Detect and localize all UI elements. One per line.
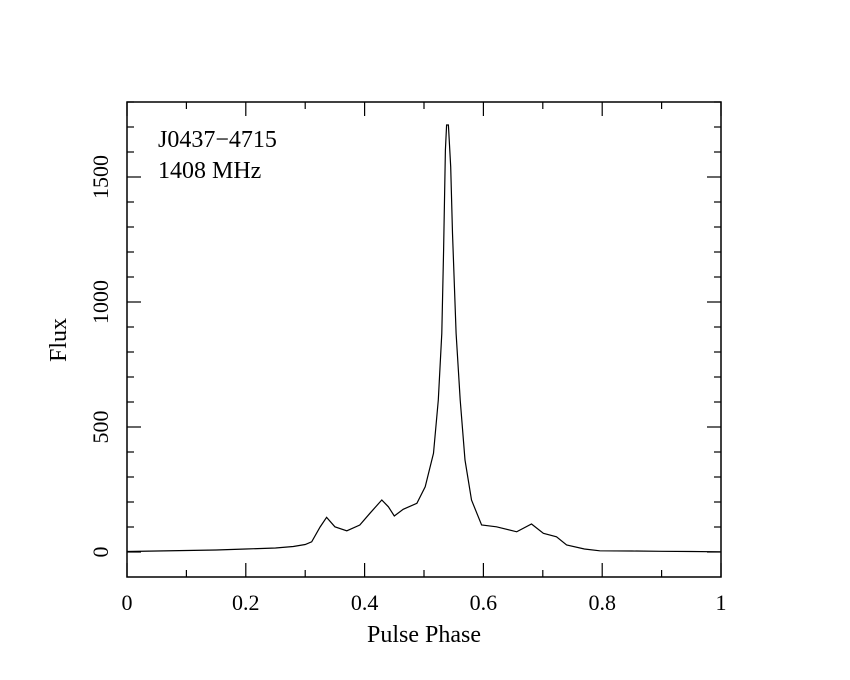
annotation-pulsar-name: J0437−4715: [158, 127, 277, 153]
y-tick-labels: 0 500 1000 1500: [88, 155, 113, 558]
annotation-frequency: 1408 MHz: [158, 158, 261, 184]
series-line-profile: [126, 124, 722, 553]
x-tick-label: 0.2: [232, 590, 260, 615]
x-tick-label: 0.6: [470, 590, 498, 615]
y-tick-label: 0: [88, 547, 113, 558]
x-tick-label: 0: [122, 590, 133, 615]
x-tick-labels: 0 0.2 0.4 0.6 0.8 1: [122, 590, 727, 615]
x-tick-label: 1: [716, 590, 727, 615]
y-tick-label: 1000: [88, 280, 113, 324]
y-tick-label: 500: [88, 411, 113, 444]
x-tick-label: 0.4: [351, 590, 379, 615]
y-axis-label: Flux: [46, 318, 72, 362]
y-tick-label: 1500: [88, 155, 113, 199]
x-axis-label: Pulse Phase: [367, 622, 481, 648]
x-tick-label: 0.8: [588, 590, 616, 615]
